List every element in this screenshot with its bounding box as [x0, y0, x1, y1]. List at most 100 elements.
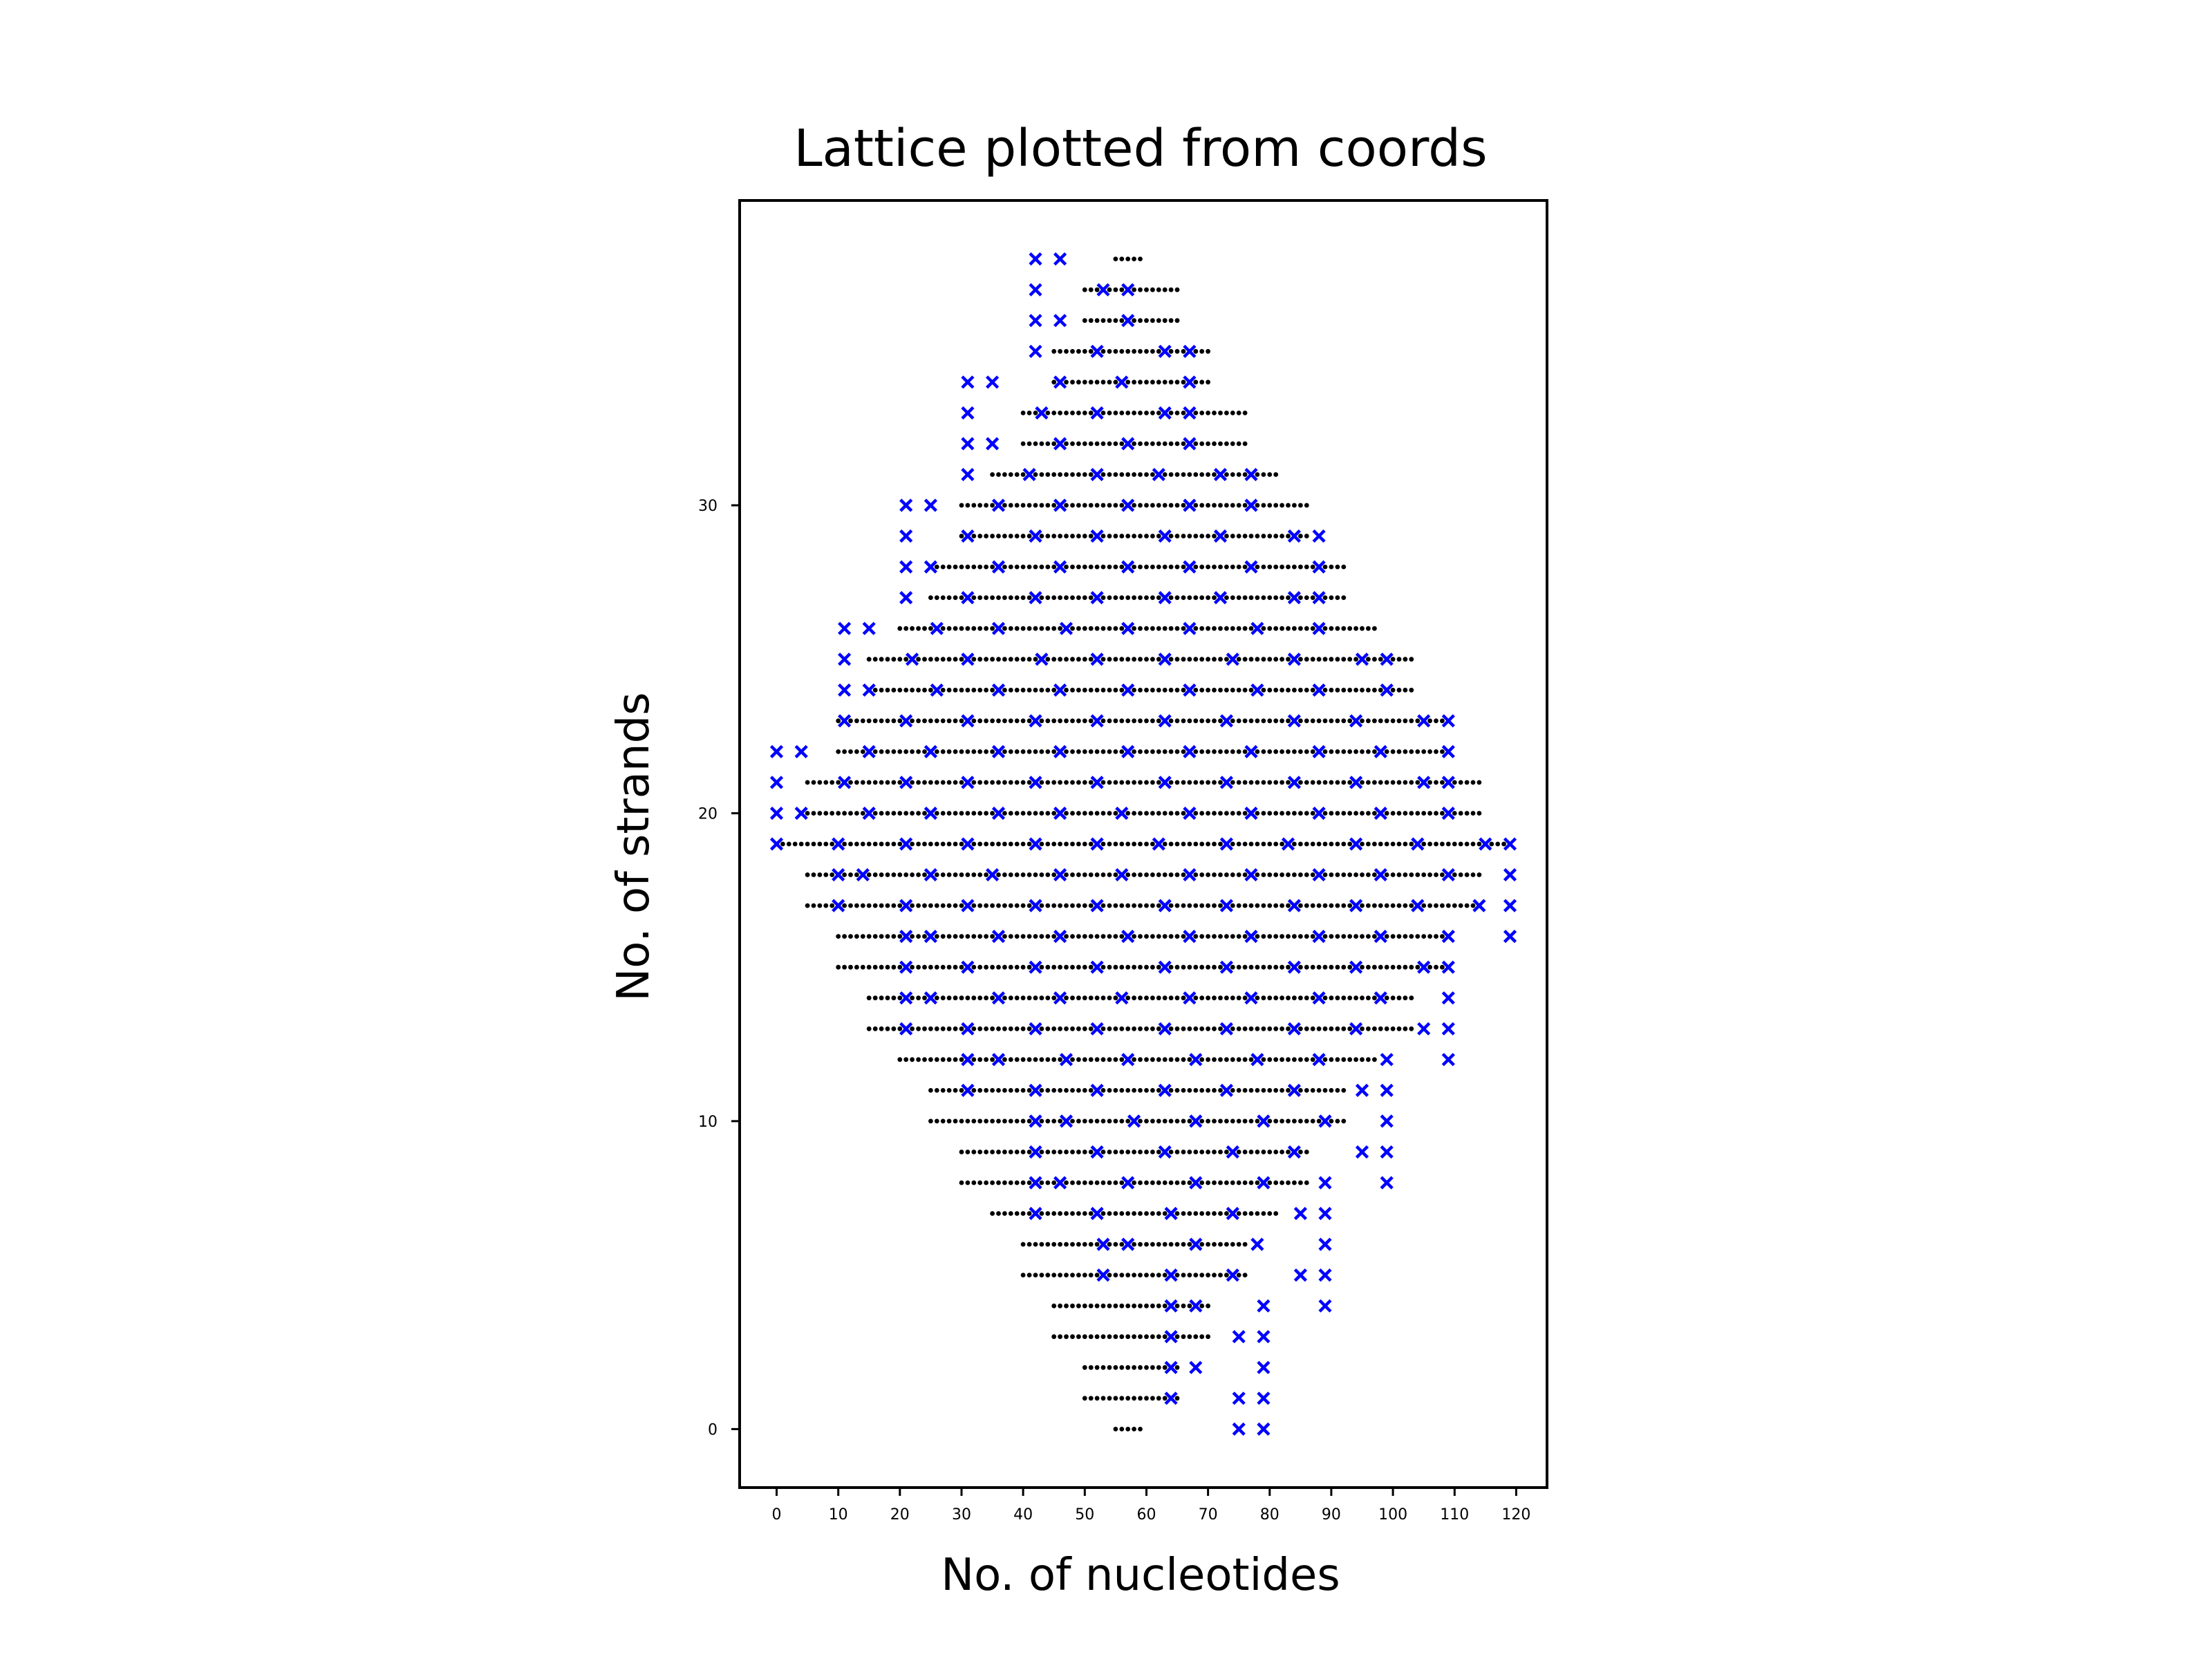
- lattice-dot: [946, 903, 952, 908]
- lattice-dot: [1230, 441, 1235, 447]
- lattice-dot: [928, 841, 933, 847]
- lattice-dot: [1168, 718, 1174, 724]
- cross-marker: [1029, 1206, 1042, 1221]
- lattice-dot: [1255, 472, 1260, 477]
- lattice-dot: [990, 657, 995, 662]
- lattice-dot: [1045, 811, 1051, 816]
- lattice-dot: [1255, 749, 1260, 754]
- lattice-dot: [1427, 749, 1433, 754]
- lattice-dot: [1008, 811, 1013, 816]
- lattice-dot: [1094, 872, 1100, 877]
- lattice-dot: [1304, 903, 1309, 908]
- cross-marker: [1287, 960, 1301, 974]
- lattice-dot: [1156, 287, 1161, 292]
- lattice-dot: [1415, 811, 1421, 816]
- lattice-dot: [1230, 780, 1235, 785]
- cross-marker: [769, 837, 784, 851]
- lattice-dot: [1088, 534, 1094, 538]
- lattice-dot: [879, 934, 884, 939]
- lattice-dot: [1236, 595, 1241, 600]
- lattice-dot: [990, 811, 995, 816]
- lattice-dot: [1132, 1334, 1136, 1340]
- lattice-dot: [990, 964, 995, 970]
- cross-marker: [1244, 744, 1258, 758]
- lattice-dot: [1267, 595, 1273, 600]
- lattice-dot: [1119, 1180, 1125, 1185]
- lattice-dot: [1261, 841, 1266, 847]
- lattice-dot: [1064, 780, 1069, 785]
- lattice-dot: [996, 1150, 1001, 1154]
- lattice-dot: [1002, 595, 1007, 600]
- lattice-dot: [1002, 1118, 1007, 1124]
- lattice-dot: [1082, 1365, 1087, 1370]
- lattice-dot: [928, 1088, 933, 1093]
- lattice-dot: [1280, 1026, 1284, 1031]
- lattice-dot: [1008, 1180, 1013, 1185]
- lattice-dot: [1273, 780, 1279, 785]
- lattice-dot: [1174, 318, 1180, 324]
- lattice-dot: [1298, 1026, 1303, 1031]
- lattice-dot: [1150, 964, 1155, 970]
- lattice-dot: [1020, 995, 1026, 1001]
- lattice-dot: [984, 872, 988, 877]
- lattice-dot: [1248, 657, 1254, 662]
- lattice-dot: [1335, 749, 1340, 754]
- lattice-dot: [990, 595, 995, 600]
- lattice-dot: [977, 1026, 983, 1031]
- lattice-dot: [953, 995, 958, 1001]
- lattice-dot: [1273, 903, 1279, 908]
- lattice-dot: [1039, 595, 1044, 600]
- lattice-dot: [1162, 1241, 1168, 1247]
- lattice-dot: [1144, 995, 1149, 1001]
- lattice-dot: [990, 687, 995, 693]
- lattice-dot: [1255, 1150, 1260, 1154]
- cross-marker: [1380, 683, 1394, 697]
- lattice-dot: [1113, 441, 1118, 447]
- lattice-dot: [1125, 348, 1131, 354]
- lattice-dot: [1248, 780, 1254, 785]
- lattice-dot: [1156, 657, 1161, 662]
- lattice-dot: [1310, 964, 1315, 970]
- lattice-dot: [1292, 841, 1297, 847]
- lattice-dot: [916, 964, 921, 970]
- lattice-dot: [1070, 811, 1075, 816]
- lattice-dot: [1224, 995, 1229, 1001]
- lattice-dot: [1162, 1396, 1168, 1401]
- cross-marker: [1244, 806, 1258, 821]
- lattice-dot: [1199, 1150, 1205, 1154]
- lattice-dot: [1100, 411, 1106, 415]
- lattice-dot: [1082, 1057, 1087, 1062]
- lattice-dot: [1230, 995, 1235, 1001]
- lattice-dot: [1236, 780, 1241, 785]
- lattice-dot: [1033, 472, 1038, 477]
- lattice-dot: [916, 995, 921, 1001]
- lattice-dot: [1409, 995, 1414, 1001]
- lattice-dot: [946, 841, 952, 847]
- lattice-dot: [996, 595, 1001, 600]
- lattice-dot: [1366, 995, 1371, 1001]
- cross-marker: [1355, 1145, 1369, 1159]
- lattice-dot: [1076, 379, 1081, 385]
- lattice-dot: [1378, 1026, 1383, 1031]
- lattice-dot: [953, 1057, 958, 1062]
- lattice-dot: [1372, 718, 1377, 724]
- cross-marker: [1355, 653, 1369, 666]
- lattice-dot: [1329, 995, 1334, 1001]
- lattice-dot: [1051, 995, 1057, 1001]
- lattice-dot: [1132, 441, 1136, 447]
- lattice-dot: [1316, 1088, 1322, 1093]
- lattice-dot: [1199, 1026, 1205, 1031]
- lattice-dot: [1230, 1088, 1235, 1093]
- lattice-dot: [1304, 872, 1309, 877]
- lattice-dot: [1174, 564, 1180, 570]
- lattice-dot: [1230, 626, 1235, 631]
- lattice-dot: [1076, 503, 1081, 508]
- lattice-dot: [1082, 411, 1087, 415]
- lattice-dot: [1218, 1241, 1223, 1247]
- lattice-dot: [1088, 318, 1094, 324]
- cross-marker: [769, 806, 784, 821]
- lattice-dot: [1100, 780, 1106, 785]
- lattice-dot: [1212, 1180, 1217, 1185]
- lattice-dot: [1113, 1088, 1118, 1093]
- lattice-dot: [1316, 841, 1322, 847]
